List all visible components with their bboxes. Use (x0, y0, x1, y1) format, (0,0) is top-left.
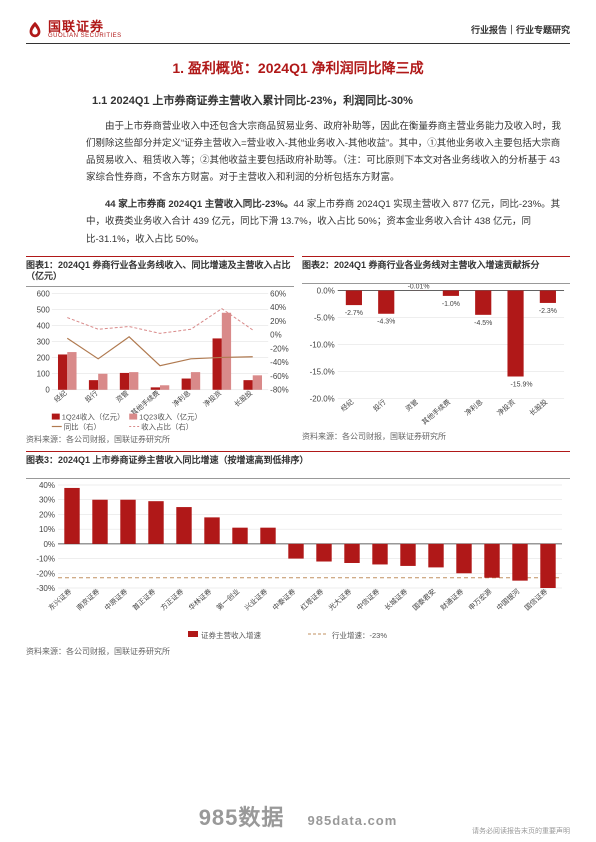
svg-text:经纪: 经纪 (52, 388, 68, 404)
svg-text:-40%: -40% (270, 358, 289, 367)
svg-text:行业增速：-23%: 行业增速：-23% (332, 630, 387, 640)
fig2-title: 图表2：2024Q1 券商行业各业务线对主营收入增速贡献拆分 (302, 256, 570, 284)
svg-text:资管: 资管 (403, 397, 419, 413)
svg-text:其他手续费: 其他手续费 (420, 397, 452, 426)
fig3-chart: -30%-20%-10%0%10%20%30%40%东兴证券南京证券中原证券首正… (26, 479, 570, 644)
paragraph-2: 44 家上市券商 2024Q1 主营收入同比-23%。44 家上市券商 2024… (26, 196, 570, 247)
svg-text:经纪: 经纪 (339, 397, 355, 413)
figure-2: 图表2：2024Q1 券商行业各业务线对主营收入增速贡献拆分 -20.0% -15… (302, 256, 570, 445)
svg-text:华林证券: 华林证券 (187, 587, 214, 612)
subsection-title: 1.1 2024Q1 上市券商证券主营收入累计同比-23%，利润同比-30% (26, 92, 570, 108)
svg-text:投行: 投行 (83, 388, 99, 404)
fig2-source: 资料来源：各公司财报，国联证券研究所 (302, 431, 570, 442)
svg-text:-20.0%: -20.0% (310, 394, 335, 403)
svg-text:40%: 40% (270, 303, 286, 312)
svg-text:投行: 投行 (371, 397, 387, 413)
svg-text:-2.3%: -2.3% (539, 308, 557, 315)
svg-text:-30%: -30% (36, 584, 55, 593)
svg-text:光大证券: 光大证券 (327, 587, 354, 612)
svg-text:长股投: 长股投 (232, 388, 254, 408)
fig1-title: 图表1：2024Q1 券商行业各业务线收入、同比增速及主营收入占比（亿元） (26, 256, 294, 287)
svg-text:红塔证券: 红塔证券 (299, 587, 326, 612)
svg-text:-15.0%: -15.0% (310, 367, 335, 376)
svg-text:中国银河: 中国银河 (495, 587, 522, 612)
svg-text:净投资: 净投资 (201, 388, 223, 408)
svg-text:兴业证券: 兴业证券 (243, 587, 270, 612)
svg-text:-0.01%: -0.01% (408, 284, 430, 291)
fig1-chart: 0 100 200 300 400 500 600 -80% -60% -40% -20% 0% 20%… (26, 287, 294, 432)
brand-logo: 国联证券 GUOLIAN SECURITIES (26, 20, 122, 39)
svg-text:-10%: -10% (36, 555, 55, 564)
svg-text:0: 0 (45, 386, 50, 395)
svg-text:申万宏源: 申万宏源 (467, 587, 494, 612)
svg-text:-1.0%: -1.0% (442, 300, 460, 307)
brand-name-en: GUOLIAN SECURITIES (48, 33, 122, 39)
svg-text:财通证券: 财通证券 (439, 587, 466, 612)
svg-text:-20%: -20% (36, 569, 55, 578)
para2-lead: 44 家上市券商 2024Q1 主营收入同比-23%。 (105, 199, 293, 210)
fig3-title: 图表3：2024Q1 上市券商证券主营收入同比增速（按增速高到低排序） (26, 451, 570, 479)
svg-text:中泰证券: 中泰证券 (271, 587, 298, 612)
svg-text:1Q23收入（亿元）: 1Q23收入（亿元） (139, 412, 202, 422)
svg-text:600: 600 (37, 290, 51, 299)
svg-text:长股投: 长股投 (527, 397, 549, 417)
footer-note: 请务必阅读报告末页的重要声明 (472, 826, 570, 836)
svg-text:30%: 30% (39, 496, 55, 505)
svg-text:国泰君安: 国泰君安 (411, 587, 438, 612)
watermark-url: 985data.com (308, 813, 398, 828)
svg-text:国信证券: 国信证券 (523, 587, 550, 612)
svg-text:0%: 0% (270, 331, 281, 340)
svg-text:-2.7%: -2.7% (345, 310, 363, 317)
svg-text:-4.3%: -4.3% (377, 318, 395, 325)
header-category: 行业报告｜行业专题研究 (471, 23, 570, 36)
svg-text:-10.0%: -10.0% (310, 340, 335, 349)
svg-text:净利息: 净利息 (170, 388, 192, 408)
svg-text:200: 200 (37, 354, 51, 363)
fig2-chart: -20.0% -15.0% -10.0% -5.0% 0.0% 经纪 -2.7% 投行 -4.3… (302, 284, 570, 429)
svg-text:20%: 20% (270, 317, 286, 326)
figure-1: 图表1：2024Q1 券商行业各业务线收入、同比增速及主营收入占比（亿元） 0 1… (26, 256, 294, 445)
svg-text:0.0%: 0.0% (317, 286, 335, 295)
svg-text:净利息: 净利息 (463, 397, 485, 417)
svg-text:长城证券: 长城证券 (383, 587, 410, 612)
svg-text:0%: 0% (43, 540, 55, 549)
svg-text:证券主营收入增速: 证券主营收入增速 (201, 630, 261, 640)
svg-text:400: 400 (37, 322, 51, 331)
watermark-text: 985数据 (199, 805, 285, 830)
section-title: 1. 盈利概览：2024Q1 净利润同比降三成 (26, 58, 570, 78)
svg-text:60%: 60% (270, 290, 286, 299)
svg-text:收入占比（右）: 收入占比（右） (141, 422, 193, 432)
svg-text:首正证券: 首正证券 (131, 587, 158, 612)
figure-3: 图表3：2024Q1 上市券商证券主营收入同比增速（按增速高到低排序） -30%… (26, 451, 570, 657)
svg-text:第一创业: 第一创业 (215, 587, 242, 612)
paragraph-1: 由于上市券商营业收入中还包含大宗商品贸易业务、政府补助等，因此在衡量券商主营业务… (26, 118, 570, 186)
svg-text:1Q24收入（亿元）: 1Q24收入（亿元） (62, 412, 125, 422)
svg-text:净投资: 净投资 (495, 397, 517, 417)
flame-icon (26, 21, 44, 39)
fig3-source: 资料来源：各公司财报，国联证券研究所 (26, 646, 570, 657)
svg-text:-20%: -20% (270, 345, 289, 354)
fig1-source: 资料来源：各公司财报，国联证券研究所 (26, 434, 294, 445)
svg-text:同比（右）: 同比（右） (64, 422, 101, 432)
svg-text:南京证券: 南京证券 (75, 587, 102, 612)
svg-text:100: 100 (37, 370, 51, 379)
page-header: 国联证券 GUOLIAN SECURITIES 行业报告｜行业专题研究 (26, 20, 570, 44)
svg-text:20%: 20% (39, 510, 55, 519)
svg-text:10%: 10% (39, 525, 55, 534)
svg-text:资管: 资管 (114, 388, 130, 404)
svg-text:300: 300 (37, 338, 51, 347)
svg-text:方正证券: 方正证券 (159, 587, 186, 612)
svg-text:-60%: -60% (270, 372, 289, 381)
svg-text:-5.0%: -5.0% (314, 313, 335, 322)
svg-text:500: 500 (37, 306, 51, 315)
svg-text:-15.9%: -15.9% (511, 381, 533, 388)
svg-text:-4.5%: -4.5% (474, 319, 492, 326)
svg-text:40%: 40% (39, 481, 55, 490)
svg-text:-80%: -80% (270, 386, 289, 395)
svg-text:中信证券: 中信证券 (355, 587, 382, 612)
brand-name-cn: 国联证券 (48, 20, 122, 33)
svg-text:中原证券: 中原证券 (103, 587, 130, 612)
